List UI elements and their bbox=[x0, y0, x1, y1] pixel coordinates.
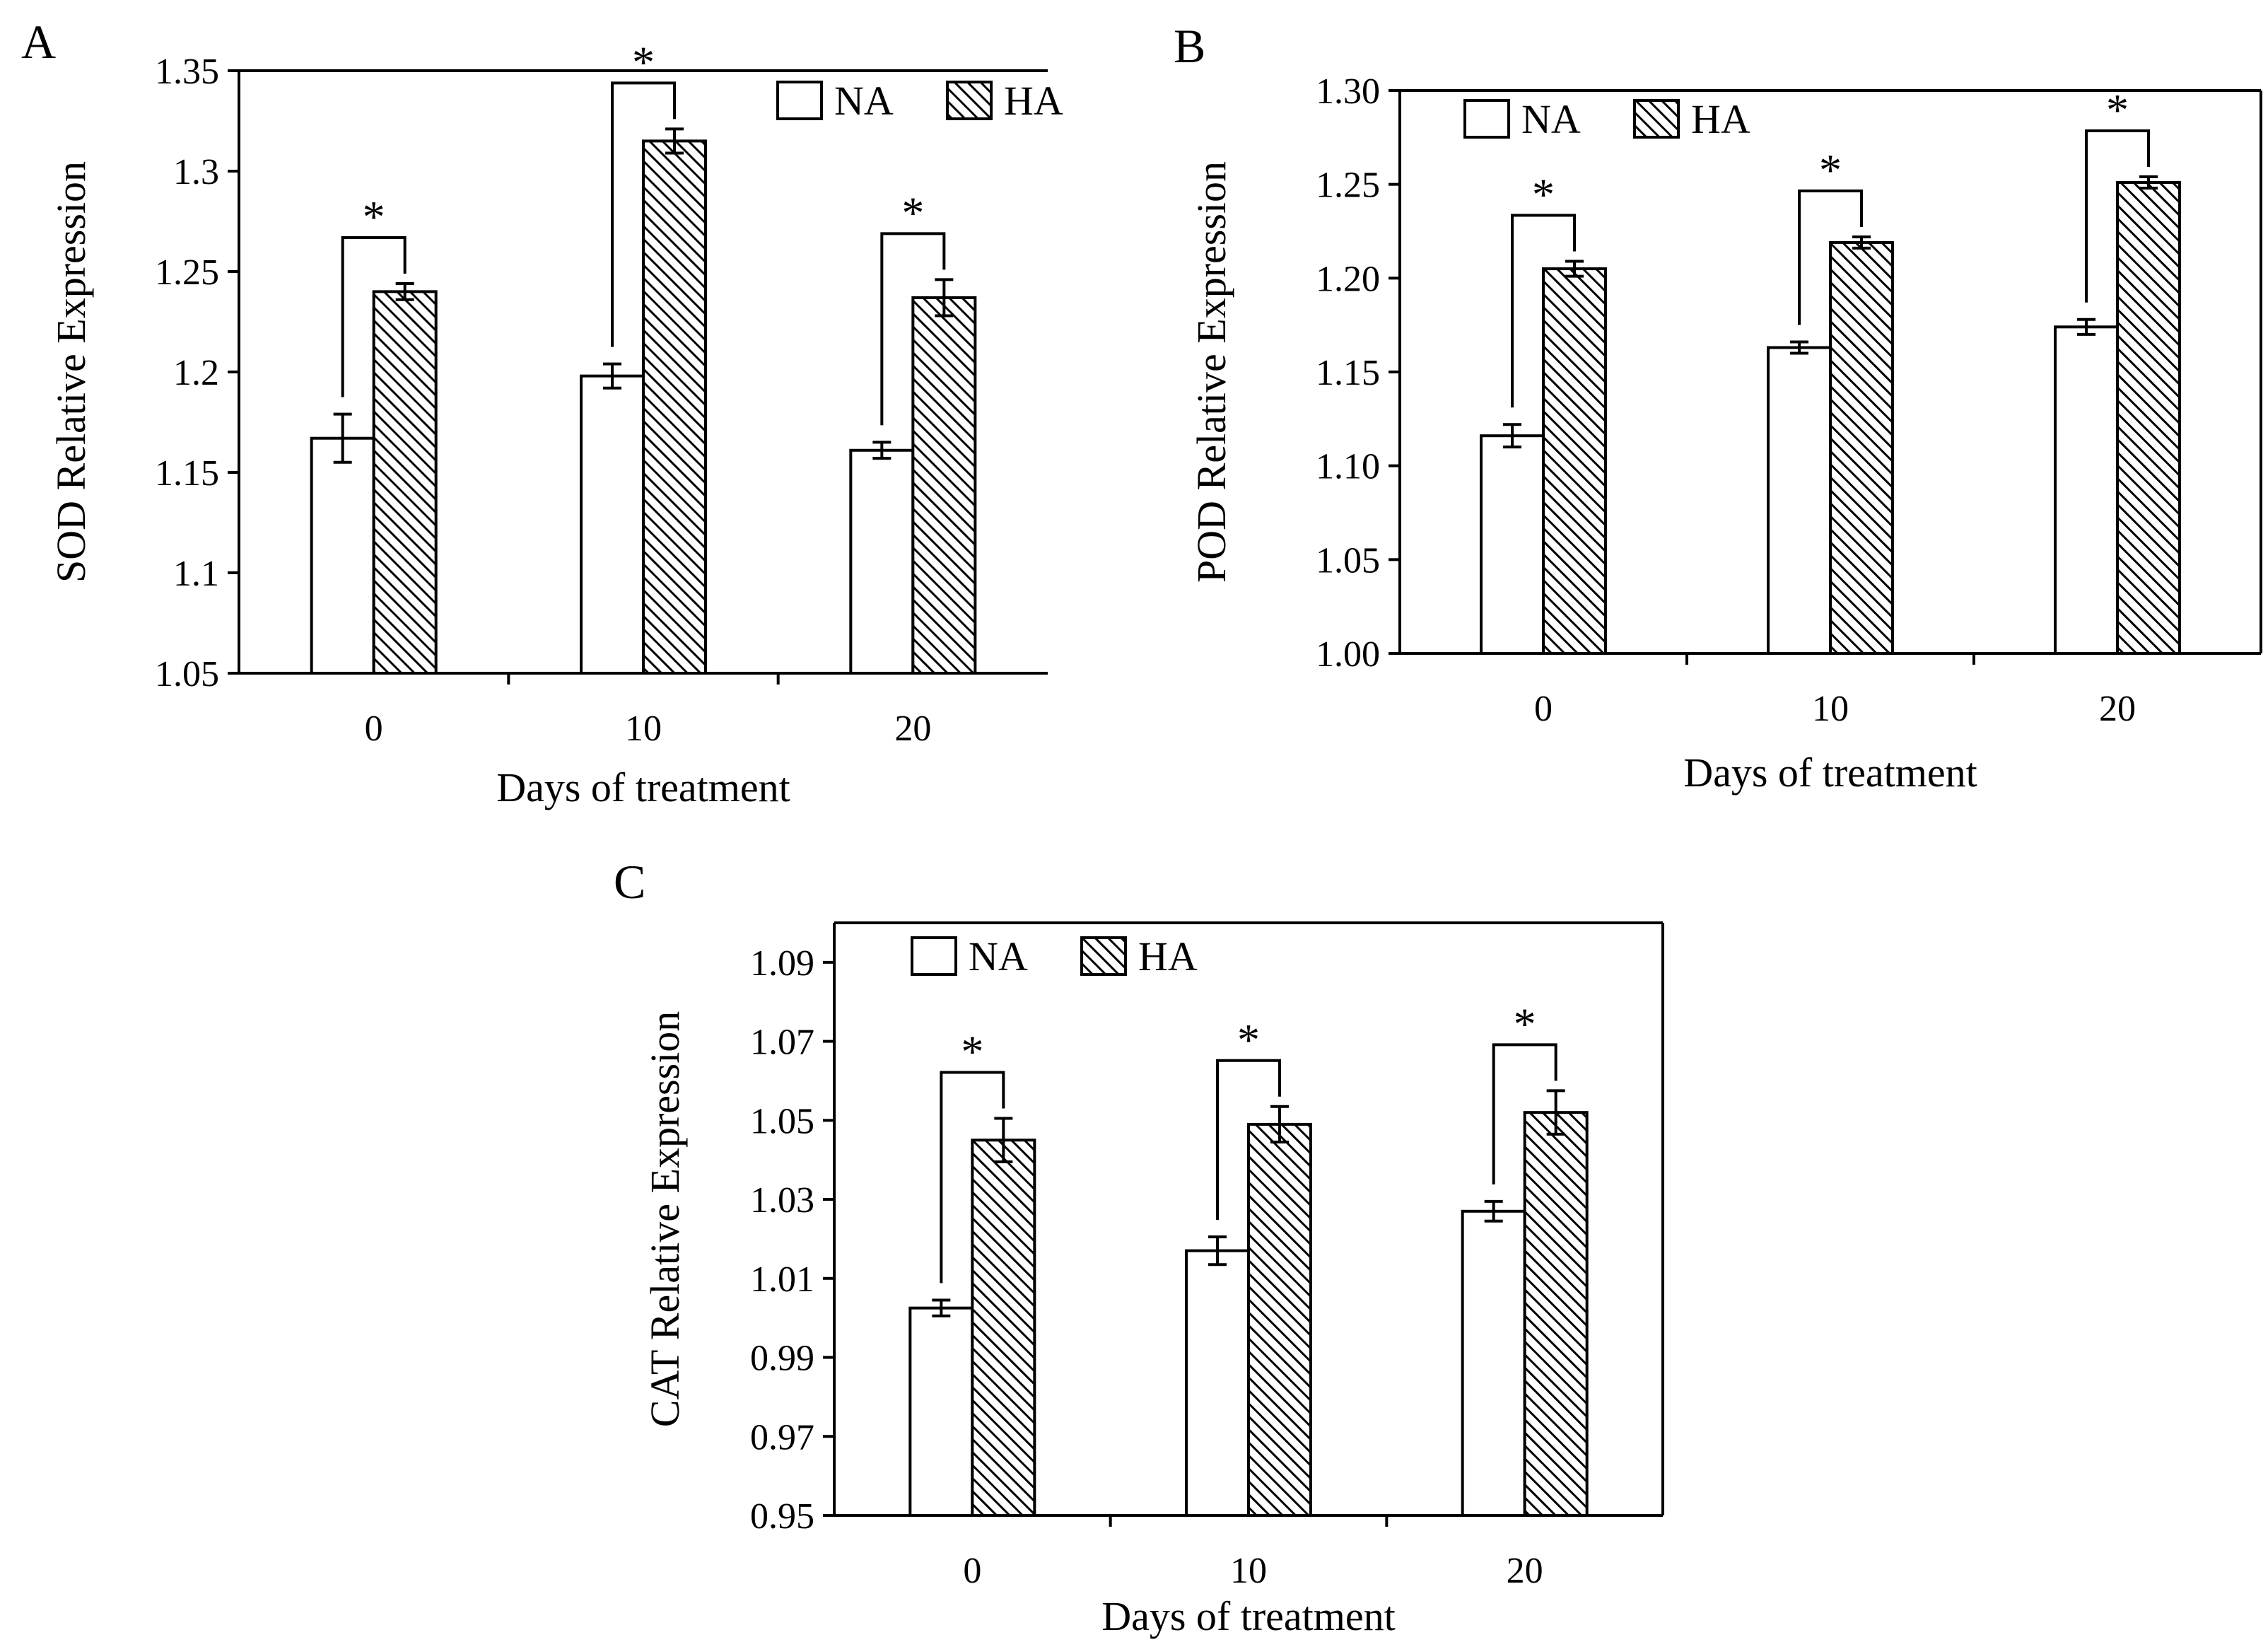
significance-star: * bbox=[2106, 85, 2129, 135]
na-bar bbox=[580, 374, 645, 675]
y-tick-label: 1.1 bbox=[173, 554, 219, 594]
legend-label-na: NA bbox=[1521, 96, 1581, 142]
legend-swatch-na bbox=[911, 936, 957, 976]
x-tick-label: 10 bbox=[1812, 689, 1849, 729]
y-tick-label: 1.10 bbox=[1316, 447, 1380, 487]
y-tick-label: 1.25 bbox=[1316, 165, 1380, 206]
significance-bracket bbox=[1216, 1059, 1281, 1221]
y-tick-label: 0.99 bbox=[750, 1339, 814, 1379]
x-axis-title: Days of treatment bbox=[496, 764, 790, 810]
panel-b-chart: B 1.00 1.05 1.10 1.15 1.20 1.25 1.30 0 * 10 * 20 * NA H… bbox=[1174, 19, 2262, 796]
significance-bracket bbox=[940, 1071, 1005, 1283]
x-tick-label: 10 bbox=[625, 709, 662, 749]
y-tick-label: 1.30 bbox=[1316, 71, 1380, 112]
legend-swatch-ha bbox=[1633, 99, 1680, 139]
legend-label-ha: HA bbox=[1004, 78, 1063, 124]
significance-bracket bbox=[1511, 214, 1576, 408]
ha-bar bbox=[911, 296, 977, 675]
y-tick-label: 1.3 bbox=[173, 152, 219, 192]
y-tick-label: 1.15 bbox=[155, 453, 219, 494]
legend-swatch-na bbox=[776, 81, 823, 120]
x-tick-label: 0 bbox=[963, 1551, 981, 1591]
ha-bar bbox=[372, 290, 438, 675]
y-tick-label: 1.00 bbox=[1316, 634, 1380, 675]
significance-bracket bbox=[611, 81, 676, 347]
y-tick-label: 1.03 bbox=[750, 1180, 814, 1221]
na-bar bbox=[1767, 346, 1832, 655]
x-tick-label: 10 bbox=[1230, 1551, 1267, 1591]
legend-swatch-na bbox=[1463, 99, 1510, 139]
y-axis-title: SOD Relative Expression bbox=[48, 161, 94, 583]
ha-bar bbox=[1542, 267, 1607, 656]
y-tick-label: 0.95 bbox=[750, 1496, 814, 1537]
ha-bar bbox=[2116, 181, 2181, 656]
panel-label: A bbox=[21, 15, 56, 69]
y-tick-label: 1.05 bbox=[750, 1101, 814, 1141]
na-bar bbox=[849, 448, 915, 675]
ha-bar bbox=[971, 1139, 1036, 1518]
y-tick-label: 1.01 bbox=[750, 1259, 814, 1300]
significance-star: * bbox=[1237, 1015, 1260, 1065]
significance-bracket bbox=[2085, 129, 2150, 303]
na-bar bbox=[1185, 1249, 1250, 1518]
x-tick-label: 20 bbox=[894, 709, 931, 749]
significance-star: * bbox=[901, 187, 924, 238]
x-axis-title: Days of treatment bbox=[1683, 750, 1977, 796]
x-tick-label: 0 bbox=[365, 709, 383, 749]
y-tick-label: 1.05 bbox=[1316, 540, 1380, 581]
significance-star: * bbox=[632, 37, 655, 87]
legend-swatch-ha bbox=[1080, 936, 1127, 976]
legend-label-na: NA bbox=[969, 933, 1028, 979]
significance-star: * bbox=[961, 1027, 983, 1077]
panel-label: C bbox=[614, 855, 645, 909]
y-tick-label: 1.2 bbox=[173, 353, 219, 393]
y-tick-label: 1.25 bbox=[155, 252, 219, 293]
y-axis-title: CAT Relative Expression bbox=[642, 1011, 688, 1428]
significance-bracket bbox=[1798, 189, 1863, 325]
panel-c-chart: C 0.95 0.97 0.99 1.01 1.03 1.05 1.07 1.09 0 * 10 * 20… bbox=[614, 855, 1664, 1639]
legend-label-ha: HA bbox=[1691, 96, 1750, 142]
y-tick-label: 1.15 bbox=[1316, 353, 1380, 393]
na-bar bbox=[908, 1306, 974, 1517]
significance-star: * bbox=[1819, 145, 1842, 195]
significance-bracket bbox=[341, 236, 407, 397]
significance-star: * bbox=[1532, 169, 1555, 219]
ha-bar bbox=[1523, 1111, 1589, 1518]
significance-star: * bbox=[363, 192, 385, 242]
na-bar bbox=[310, 436, 375, 675]
legend-label-na: NA bbox=[834, 78, 894, 124]
y-tick-label: 1.07 bbox=[750, 1023, 814, 1063]
y-tick-label: 1.05 bbox=[155, 654, 219, 694]
legend-label-ha: HA bbox=[1138, 933, 1198, 979]
ha-bar bbox=[642, 139, 707, 675]
x-axis-title: Days of treatment bbox=[1101, 1593, 1396, 1639]
ha-bar bbox=[1829, 240, 1894, 656]
x-tick-label: 20 bbox=[2099, 689, 2136, 729]
y-tick-label: 0.97 bbox=[750, 1417, 814, 1457]
na-bar bbox=[1480, 434, 1545, 655]
y-tick-label: 1.35 bbox=[155, 52, 219, 92]
panel-label: B bbox=[1174, 19, 1205, 73]
x-tick-label: 0 bbox=[1534, 689, 1553, 729]
significance-star: * bbox=[1514, 998, 1536, 1049]
x-tick-label: 20 bbox=[1507, 1551, 1543, 1591]
significance-bracket bbox=[880, 232, 946, 426]
y-tick-label: 1.20 bbox=[1316, 259, 1380, 299]
significance-bracket bbox=[1492, 1043, 1557, 1184]
legend-swatch-ha bbox=[946, 81, 993, 120]
na-bar bbox=[2054, 325, 2119, 655]
na-bar bbox=[1461, 1209, 1526, 1517]
ha-bar bbox=[1247, 1122, 1312, 1518]
panel-a-chart: A 1.05 1.1 1.15 1.2 1.25 1.3 1.35 0 * 10 * 20 * NA HA SO… bbox=[21, 15, 1063, 810]
y-axis-title: POD Relative Expression bbox=[1188, 161, 1234, 583]
y-tick-label: 1.09 bbox=[750, 943, 814, 984]
